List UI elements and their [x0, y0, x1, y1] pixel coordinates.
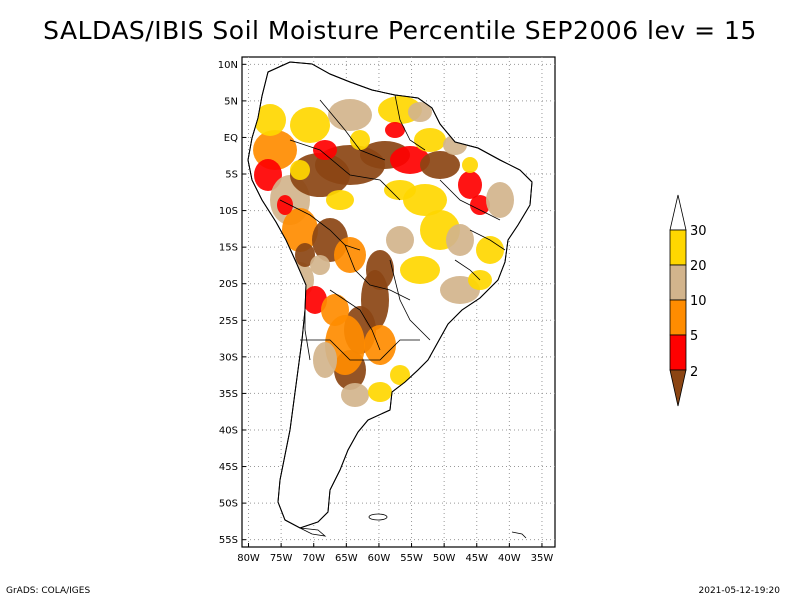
- colorbar-label-5: 5: [690, 329, 698, 344]
- moisture-patch: [282, 208, 318, 252]
- lat-tick-label: 5N: [224, 96, 238, 107]
- moisture-patch: [390, 146, 430, 174]
- colorbar-swatch-10-20: [669, 264, 687, 301]
- moisture-patch: [254, 104, 286, 136]
- moisture-patch: [476, 236, 504, 264]
- lon-tick-label: 65W: [335, 553, 358, 564]
- moisture-patch: [384, 180, 416, 200]
- moisture-patch: [462, 157, 478, 173]
- lon-tick-label: 60W: [368, 553, 391, 564]
- lat-tick-label: 30S: [219, 352, 238, 363]
- moisture-patch: [386, 226, 414, 254]
- moisture-patch: [470, 195, 490, 215]
- lon-tick-label: 75W: [270, 553, 293, 564]
- moisture-patch: [328, 99, 372, 131]
- moisture-patch: [254, 159, 282, 191]
- moisture-patch: [321, 294, 349, 326]
- moisture-patch: [290, 107, 330, 143]
- moisture-patch: [385, 122, 405, 138]
- colorbar-label-10: 10: [690, 294, 707, 309]
- lat-tick-label: 55S: [219, 535, 238, 546]
- south-georgia: [511, 531, 527, 539]
- lat-tick-label: 45S: [219, 462, 238, 473]
- falkland-islands: [368, 513, 388, 521]
- latitude-labels: 10N 5N EQ 5S 10S 15S 20S 25S 30S 35S 40S 45S 50S 55S: [218, 60, 246, 546]
- moisture-patch: [458, 171, 482, 199]
- lat-tick-label: 15S: [219, 243, 238, 254]
- moisture-patch: [313, 342, 337, 378]
- colorbar-label-2: 2: [690, 365, 698, 380]
- lat-tick-label: 50S: [219, 499, 238, 510]
- colorbar: 30 20 10 5 2: [669, 194, 707, 407]
- moisture-patch: [400, 256, 440, 284]
- footer-credit: GrADS: COLA/IGES: [6, 586, 91, 596]
- moisture-patch: [313, 140, 337, 160]
- moisture-patch: [310, 255, 330, 275]
- moisture-patch: [486, 182, 514, 218]
- tierra-del-fuego: [299, 527, 327, 537]
- lon-tick-label: 80W: [237, 553, 260, 564]
- moisture-patch: [350, 130, 370, 150]
- moisture-patch: [390, 365, 410, 385]
- moisture-patch: [420, 151, 460, 179]
- footer-timestamp: 2021-05-12-19:20: [698, 586, 781, 596]
- lon-tick-label: 55W: [400, 553, 423, 564]
- colorbar-top-arrow: [669, 194, 687, 231]
- lon-tick-label: 35W: [531, 553, 554, 564]
- colorbar-swatch-2-5: [669, 334, 687, 371]
- lat-tick-label: 40S: [219, 425, 238, 436]
- colorbar-swatch-20-30: [669, 229, 687, 266]
- moisture-patch: [341, 383, 369, 407]
- colorbar-label-30: 30: [690, 224, 707, 239]
- lon-tick-label: 40W: [498, 553, 521, 564]
- moisture-patch: [364, 325, 396, 365]
- map-title: SALDAS/IBIS Soil Moisture Percentile SEP…: [43, 16, 757, 45]
- lat-tick-label: 5S: [225, 170, 238, 181]
- lon-tick-label: 50W: [433, 553, 456, 564]
- country-borders: [279, 94, 506, 361]
- lon-tick-label: 45W: [465, 553, 488, 564]
- moisture-patch: [295, 243, 315, 267]
- moisture-patch: [414, 128, 446, 152]
- moisture-patch: [290, 160, 310, 180]
- moisture-patch: [368, 382, 392, 402]
- lat-tick-label: EQ: [224, 133, 238, 144]
- moisture-patch: [303, 286, 327, 314]
- lat-tick-label: 10N: [218, 60, 238, 71]
- lat-tick-label: 10S: [219, 206, 238, 217]
- moisture-patch: [446, 224, 474, 256]
- colorbar-bottom-arrow: [669, 369, 687, 407]
- colorbar-label-20: 20: [690, 259, 707, 274]
- longitude-labels: 80W 75W 70W 65W 60W 55W 50W 45W 40W 35W: [237, 543, 553, 564]
- moisture-patch: [277, 195, 293, 215]
- colorbar-swatch-5-10: [669, 299, 687, 336]
- lat-tick-label: 35S: [219, 389, 238, 400]
- lat-tick-label: 20S: [219, 279, 238, 290]
- moisture-patch: [326, 190, 354, 210]
- lat-tick-label: 25S: [219, 316, 238, 327]
- moisture-patch: [408, 102, 432, 122]
- lon-tick-label: 70W: [302, 553, 325, 564]
- moisture-patch: [334, 237, 366, 273]
